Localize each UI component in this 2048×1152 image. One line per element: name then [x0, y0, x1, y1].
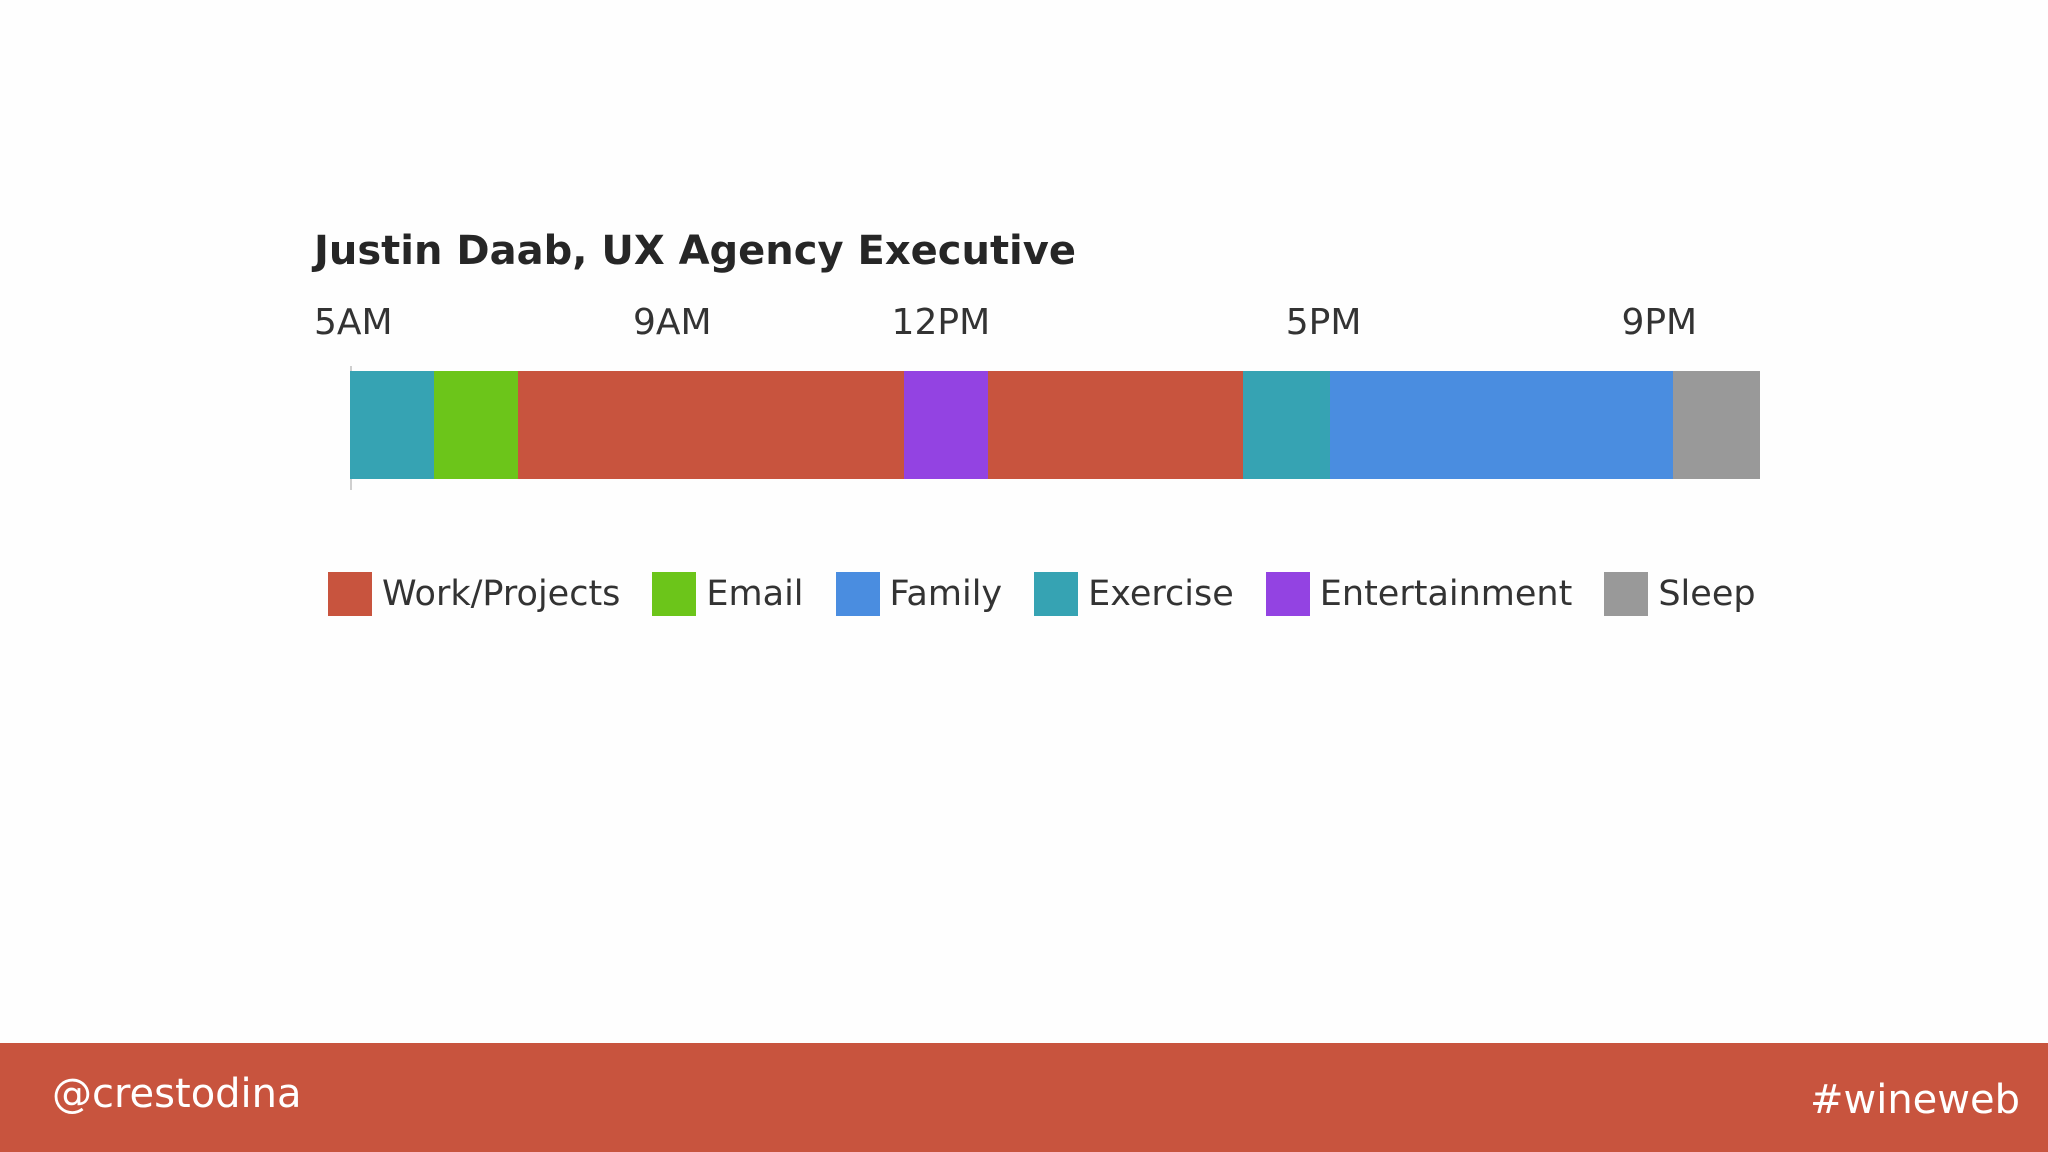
legend-swatch [1604, 572, 1649, 616]
segment-work-projects [517, 371, 904, 479]
legend-label: Email [706, 574, 804, 614]
legend-item: Email [652, 572, 804, 616]
segment-exercise [350, 371, 434, 479]
legend-label: Work/Projects [382, 574, 621, 614]
legend-label: Family [889, 574, 1003, 614]
segment-work-projects [987, 371, 1243, 479]
tick-label: 5PM [1285, 302, 1362, 343]
segment-exercise [1243, 371, 1331, 479]
legend-swatch [1265, 572, 1310, 616]
legend-item: Exercise [1034, 572, 1234, 616]
legend-swatch [835, 572, 880, 616]
legend-item: Family [835, 572, 1003, 616]
segment-family [1330, 371, 1673, 479]
tick-label: 9PM [1621, 302, 1698, 343]
legend-label: Sleep [1658, 574, 1756, 614]
legend-item: Work/Projects [328, 572, 620, 616]
segment-entertainment [903, 371, 988, 479]
segment-sleep [1672, 371, 1760, 479]
segment-email [433, 371, 518, 479]
chart-title: Justin Daab, UX Agency Executive [314, 228, 1076, 274]
tick-label: 5AM [314, 302, 393, 343]
legend-swatch [652, 572, 697, 616]
legend-label: Entertainment [1319, 574, 1573, 614]
twitter-handle: @crestodina [52, 1071, 302, 1117]
legend: Work/Projects Email Family Exercise Entertai… [328, 570, 1756, 618]
legend-swatch [1034, 572, 1079, 616]
legend-item: Sleep [1604, 572, 1756, 616]
tick-label: 9AM [632, 302, 712, 343]
footer-bar: @crestodina #wineweb [0, 1043, 2048, 1152]
legend-item: Entertainment [1265, 572, 1573, 616]
legend-label: Exercise [1088, 574, 1234, 614]
timeline-bar [350, 371, 1760, 479]
legend-swatch [328, 572, 372, 616]
event-hashtag: #wineweb [1809, 1077, 2020, 1123]
tick-label: 12PM [891, 302, 991, 343]
